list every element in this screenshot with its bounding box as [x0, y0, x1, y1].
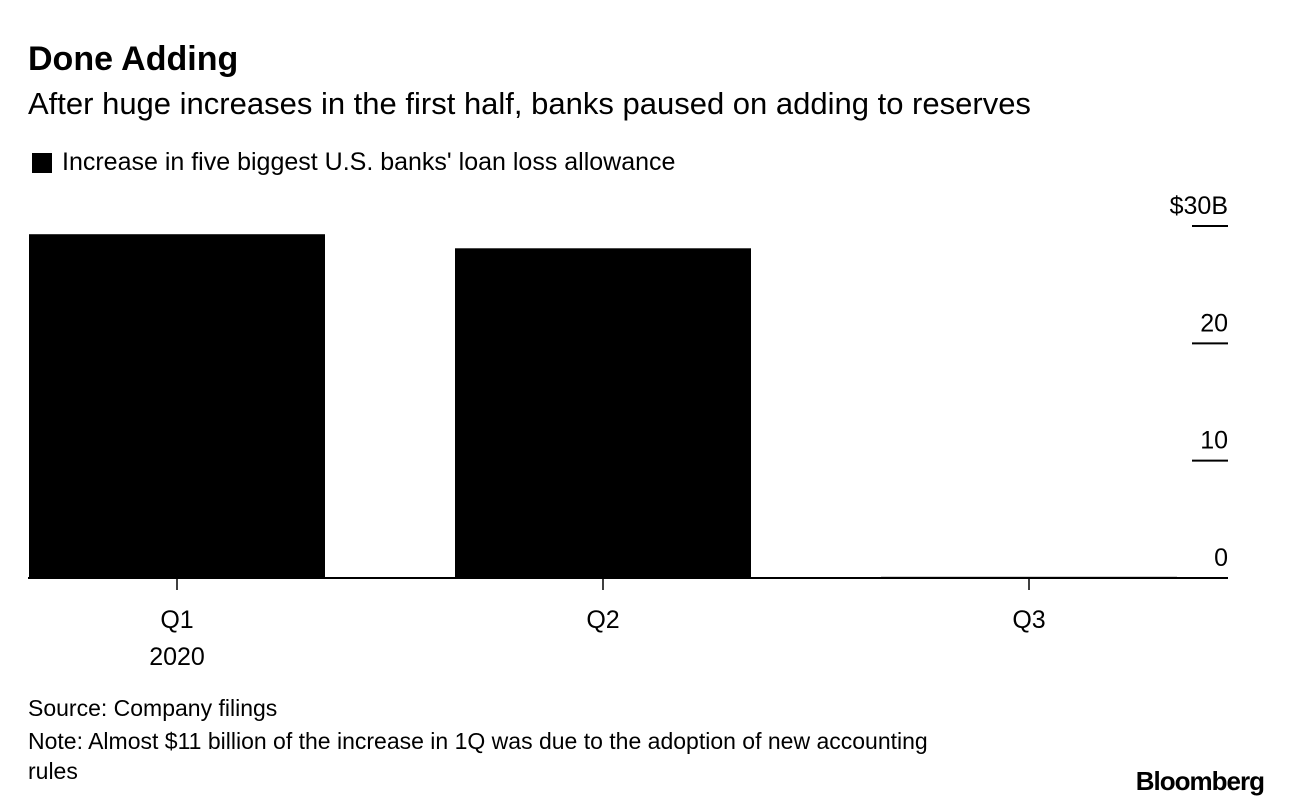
y-tick-label: 10 [1200, 427, 1228, 455]
x-sublabel: 2020 [149, 643, 205, 671]
legend-swatch [32, 152, 52, 173]
bar [455, 248, 751, 578]
y-tick-label: 20 [1200, 309, 1228, 337]
source: Source: Company filings [28, 695, 278, 721]
legend: Increase in five biggest U.S. banks' loa… [32, 148, 675, 177]
x-tick-label: Q3 [1012, 606, 1045, 634]
legend-label: Increase in five biggest U.S. banks' loa… [62, 148, 676, 176]
brand: Bloomberg [1135, 766, 1265, 796]
bar [881, 576, 1177, 578]
y-tick-label: 0 [1214, 544, 1228, 572]
chart-title: Done Adding [28, 40, 239, 78]
y-tick-label: $30B [1170, 192, 1228, 220]
bar [29, 234, 325, 579]
chart-subtitle: After huge increases in the first half, … [28, 86, 1031, 121]
x-tick-label: Q1 [160, 606, 193, 634]
note: Note: Almost $11 billion of the increase… [28, 728, 928, 784]
x-tick-label: Q2 [586, 606, 619, 634]
